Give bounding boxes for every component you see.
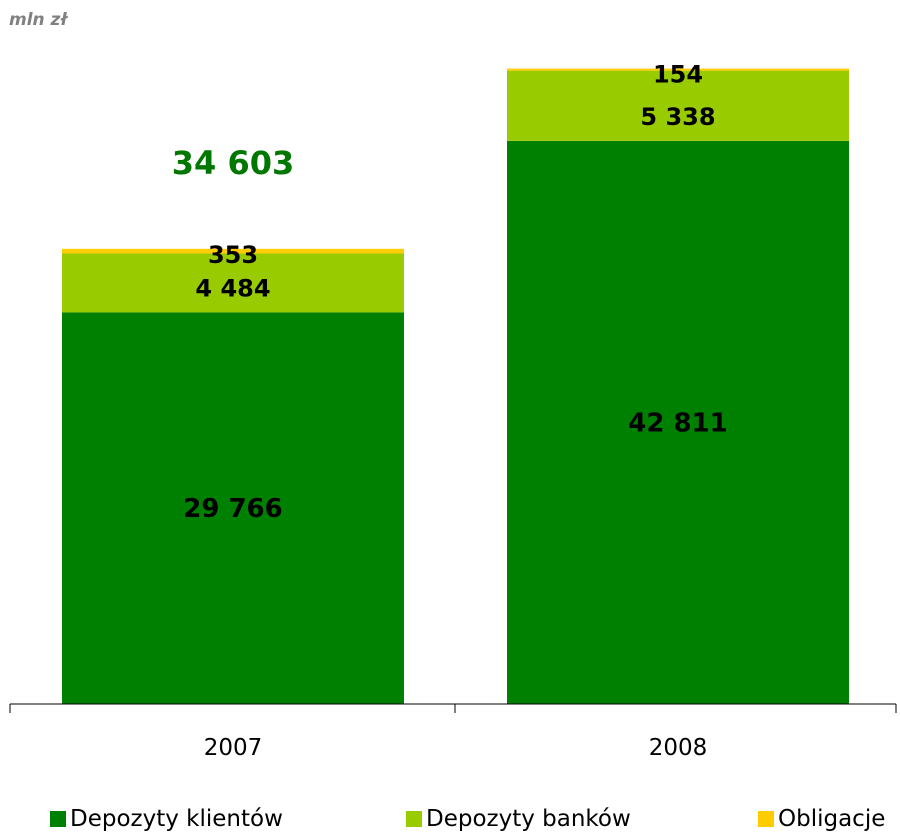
legend-swatch-bonds xyxy=(758,811,774,827)
unit-label: mln zł xyxy=(9,10,67,30)
legend-item-bonds: Obligacje xyxy=(758,806,885,832)
legend-label-clients: Depozyty klientów xyxy=(70,806,283,832)
legend-item-clients: Depozyty klientów xyxy=(50,806,283,832)
x-tick-label-2007: 2007 xyxy=(204,735,263,761)
x-tick-label-2008: 2008 xyxy=(649,735,708,761)
data-label-clients-2008: 42 811 xyxy=(628,408,728,438)
bar-bonds-2007 xyxy=(62,248,404,254)
legend-label-banks: Depozyty banków xyxy=(426,806,631,832)
legend-swatch-banks xyxy=(406,811,422,827)
legend-item-banks: Depozyty banków xyxy=(406,806,631,832)
total-label-2008: 48 303 xyxy=(617,0,739,2)
bar-bonds-2008 xyxy=(507,68,849,71)
stacked-bar-chart: 29 766 4 484 353 34 603 2007 42 811 5 338 154 48… xyxy=(9,0,897,761)
data-label-bonds-2008: 154 xyxy=(653,61,703,89)
legend-swatch-clients xyxy=(50,811,66,827)
data-label-banks-2007: 4 484 xyxy=(195,274,270,302)
bar-clients-2008 xyxy=(507,140,849,704)
bar-clients-2007 xyxy=(62,312,404,704)
data-label-banks-2008: 5 338 xyxy=(640,103,715,131)
legend-label-bonds: Obligacje xyxy=(778,806,886,832)
bar-banks-2008 xyxy=(507,70,849,141)
bar-banks-2007 xyxy=(62,253,404,313)
total-label-2007: 34 603 xyxy=(172,144,294,182)
data-label-bonds-2007: 353 xyxy=(208,241,258,269)
data-label-clients-2007: 29 766 xyxy=(183,494,283,524)
